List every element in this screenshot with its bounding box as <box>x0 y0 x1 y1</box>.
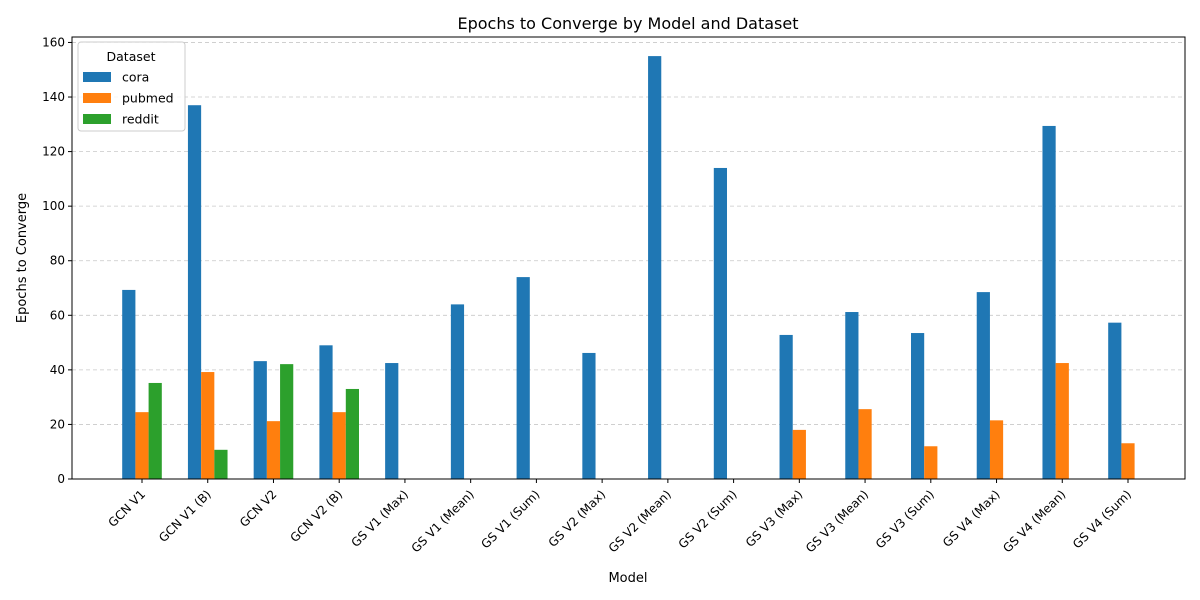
bar-cora <box>122 289 136 479</box>
bar-cora <box>1042 125 1056 479</box>
x-tick-label: GCN V2 <box>237 487 280 530</box>
bar-cora <box>845 312 859 479</box>
bar-pubmed <box>1121 443 1135 479</box>
bar-cora <box>713 167 727 480</box>
x-axis: GCN V1 GCN V1 (B) GCN V2 GCN V2 (B) GS V1 (M… <box>105 479 1134 555</box>
plot-frame <box>71 36 1186 480</box>
x-tick-label: GS V3 (Sum) <box>873 487 937 551</box>
legend-swatch-pubmed <box>83 93 111 103</box>
bar-reddit <box>214 449 228 479</box>
legend: Dataset cora pubmed reddit <box>77 41 186 132</box>
gridlines <box>72 42 1185 480</box>
bar-pubmed <box>1055 363 1069 479</box>
bar-cora <box>319 345 333 479</box>
bar-pubmed <box>989 420 1004 479</box>
legend-label-reddit: reddit <box>122 112 159 127</box>
legend-items: cora pubmed reddit <box>83 70 174 127</box>
x-tick-label: GCN V1 (B) <box>156 487 214 545</box>
legend-box <box>77 41 186 132</box>
bar-cora <box>385 363 399 479</box>
bar-cora <box>516 277 530 479</box>
y-tick-label: 0 <box>57 472 65 486</box>
chart-title: Epochs to Converge by Model and Dataset <box>457 14 798 33</box>
x-tick-label: GS V1 (Mean) <box>409 487 477 555</box>
legend-swatch-reddit <box>83 114 111 124</box>
legend-title: Dataset <box>107 49 156 64</box>
y-tick-label: 80 <box>50 254 65 268</box>
legend-swatch-cora <box>83 72 111 82</box>
bar-reddit <box>148 382 162 479</box>
bar-reddit <box>280 364 294 479</box>
bar-pubmed <box>201 372 215 479</box>
y-tick-label: 60 <box>50 308 65 322</box>
y-tick-label: 120 <box>42 145 65 159</box>
y-tick-label: 40 <box>50 363 65 377</box>
x-axis-title: Model <box>608 571 647 586</box>
x-tick-label: GS V3 (Mean) <box>803 487 871 555</box>
x-tick-label: GS V2 (Max) <box>546 487 609 550</box>
y-axis: 0 20 40 60 80 100 120 140 160 <box>42 35 72 486</box>
x-tick-label: GS V4 (Max) <box>940 487 1003 550</box>
x-tick-label: GS V3 (Max) <box>743 487 806 550</box>
y-tick-label: 20 <box>50 417 65 431</box>
bar-cora <box>976 292 990 479</box>
x-tick-label: GS V1 (Sum) <box>478 487 542 551</box>
x-tick-label: GCN V1 <box>105 487 148 530</box>
bar-cora <box>1108 322 1122 479</box>
bar-pubmed <box>332 412 346 479</box>
y-axis-title: Epochs to Converge <box>15 193 30 323</box>
bar-cora <box>779 334 793 479</box>
x-tick-label: GS V1 (Max) <box>348 487 411 550</box>
x-tick-label: GS V4 (Sum) <box>1070 487 1134 551</box>
y-tick-label: 100 <box>42 199 65 213</box>
bars <box>122 56 1135 480</box>
bar-pubmed <box>792 429 806 479</box>
bar-cora <box>648 56 662 480</box>
x-tick-label: GS V4 (Mean) <box>1000 487 1068 555</box>
y-tick-label: 140 <box>42 90 65 104</box>
bar-cora <box>582 352 596 479</box>
x-tick-label: GS V2 (Mean) <box>606 487 674 555</box>
bar-reddit <box>345 388 359 479</box>
legend-label-pubmed: pubmed <box>122 91 174 106</box>
bar-pubmed <box>858 409 872 479</box>
bar-cora <box>450 304 465 479</box>
x-tick-label: GS V2 (Sum) <box>676 487 740 551</box>
x-tick-label: GCN V2 (B) <box>288 487 346 545</box>
bar-pubmed <box>266 421 281 479</box>
bar-cora <box>253 361 267 479</box>
legend-label-cora: cora <box>122 70 149 85</box>
bar-cora <box>187 105 202 480</box>
bar-pubmed <box>924 446 938 479</box>
bar-pubmed <box>135 412 149 479</box>
y-tick-label: 160 <box>42 35 65 49</box>
bar-cora <box>911 333 925 479</box>
